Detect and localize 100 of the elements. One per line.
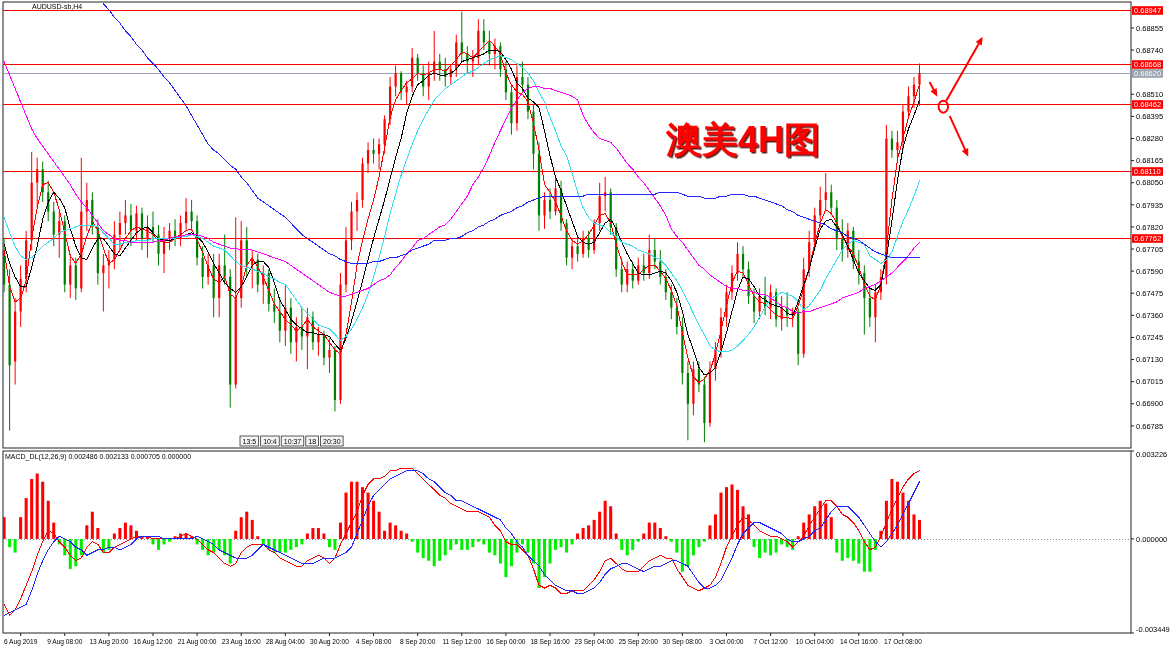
candlestick — [190, 199, 193, 232]
bar — [752, 538, 756, 548]
bar — [868, 538, 872, 572]
bar — [840, 538, 844, 561]
bar — [399, 530, 403, 539]
bar — [90, 511, 94, 539]
bar — [366, 492, 370, 539]
bar — [603, 500, 607, 539]
bar — [598, 511, 602, 539]
bar — [476, 538, 480, 542]
bar — [835, 538, 839, 553]
bar — [129, 525, 133, 539]
bar — [730, 484, 734, 539]
candlestick — [620, 257, 623, 293]
candlestick — [201, 245, 204, 289]
bar — [686, 538, 690, 567]
bar — [427, 538, 431, 561]
bar — [498, 538, 502, 564]
bar — [587, 525, 591, 539]
bar — [912, 514, 916, 539]
bar — [824, 503, 828, 539]
bar — [30, 478, 34, 539]
bar — [559, 538, 563, 548]
bar — [796, 536, 800, 539]
bar — [471, 538, 475, 548]
bar — [46, 500, 50, 539]
bar — [35, 473, 39, 539]
candlestick — [317, 326, 320, 357]
bar — [460, 538, 464, 550]
bar — [416, 538, 420, 553]
bar — [432, 538, 436, 567]
candlestick — [868, 287, 871, 328]
candlestick — [543, 191, 546, 230]
bar — [438, 538, 442, 561]
bar — [653, 522, 657, 539]
bar — [228, 538, 232, 564]
bar — [278, 538, 282, 553]
candlestick — [223, 234, 226, 286]
candlestick — [168, 222, 171, 251]
bar — [13, 538, 17, 553]
candlestick — [74, 257, 77, 301]
bar — [283, 538, 287, 553]
bar — [774, 538, 778, 553]
bar — [338, 522, 342, 539]
bar — [691, 538, 695, 556]
bar — [708, 525, 712, 539]
bar — [554, 538, 558, 550]
bar — [333, 538, 337, 550]
bar — [917, 519, 921, 539]
bar — [245, 511, 249, 539]
bar — [658, 528, 662, 539]
bar — [548, 538, 552, 564]
candlestick — [521, 61, 524, 93]
bar — [493, 538, 497, 556]
bar — [256, 536, 260, 539]
bar — [829, 517, 833, 539]
bar — [724, 487, 728, 539]
bar — [327, 538, 331, 548]
bar — [609, 506, 613, 539]
bar — [8, 538, 12, 548]
bar — [901, 492, 905, 539]
bar — [625, 538, 629, 556]
bar — [487, 538, 491, 553]
bar — [736, 489, 740, 539]
bar — [846, 538, 850, 559]
bar — [669, 538, 673, 542]
bar — [383, 530, 387, 539]
candlestick — [725, 284, 728, 328]
bar — [41, 481, 45, 539]
bar — [449, 538, 453, 550]
bar — [294, 538, 298, 548]
bar — [763, 538, 767, 553]
candlestick — [124, 199, 127, 236]
candlestick — [328, 337, 331, 374]
bar — [862, 538, 866, 572]
bar — [123, 522, 127, 539]
bar — [542, 538, 547, 578]
bar — [769, 538, 773, 556]
line-series — [102, 3, 920, 264]
bar — [151, 538, 155, 545]
bar — [311, 528, 315, 539]
bar — [851, 538, 855, 561]
bar — [24, 498, 28, 539]
candlestick — [355, 191, 359, 232]
bar — [697, 538, 701, 548]
bar — [565, 538, 569, 553]
candlestick — [670, 284, 673, 320]
bar — [316, 528, 320, 539]
candlestick — [52, 201, 55, 247]
bar — [526, 538, 530, 553]
candlestick — [102, 253, 105, 313]
bar — [857, 538, 861, 564]
bar — [377, 511, 381, 539]
bar — [906, 500, 910, 539]
bar — [421, 538, 425, 559]
bar — [349, 481, 354, 539]
candlestick — [372, 137, 375, 164]
bar — [250, 519, 254, 539]
annotation: 澳美4H图 — [664, 119, 821, 160]
candlestick — [554, 176, 557, 216]
